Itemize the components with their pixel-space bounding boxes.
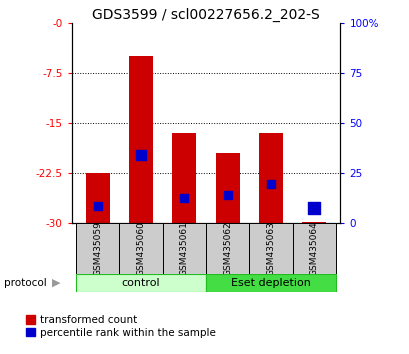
Point xyxy=(267,182,274,187)
Bar xyxy=(258,133,282,223)
Bar xyxy=(76,223,119,274)
Bar xyxy=(215,153,239,223)
Text: Eset depletion: Eset depletion xyxy=(231,278,310,288)
Bar xyxy=(292,223,335,274)
Point xyxy=(310,206,317,211)
Text: GSM435060: GSM435060 xyxy=(136,221,145,276)
Point xyxy=(181,195,187,200)
Text: ▶: ▶ xyxy=(52,278,61,288)
Bar xyxy=(206,274,335,292)
Text: control: control xyxy=(121,278,160,288)
Bar xyxy=(119,223,162,274)
Bar xyxy=(162,223,206,274)
Text: GSM435062: GSM435062 xyxy=(222,221,231,276)
Bar xyxy=(249,223,292,274)
Legend: transformed count, percentile rank within the sample: transformed count, percentile rank withi… xyxy=(26,315,216,338)
Text: GSM435061: GSM435061 xyxy=(180,221,189,276)
Point xyxy=(94,204,101,209)
Text: protocol: protocol xyxy=(4,278,47,288)
Bar xyxy=(302,222,326,223)
Bar xyxy=(206,223,249,274)
Bar xyxy=(172,133,196,223)
Point xyxy=(137,152,144,158)
Text: GSM435064: GSM435064 xyxy=(309,221,318,276)
Bar xyxy=(129,56,153,223)
Text: GSM435059: GSM435059 xyxy=(93,221,102,276)
Text: GSM435063: GSM435063 xyxy=(266,221,275,276)
Title: GDS3599 / scl00227656.2_202-S: GDS3599 / scl00227656.2_202-S xyxy=(92,8,319,22)
Bar xyxy=(76,274,206,292)
Bar xyxy=(85,173,109,223)
Point xyxy=(224,192,230,198)
